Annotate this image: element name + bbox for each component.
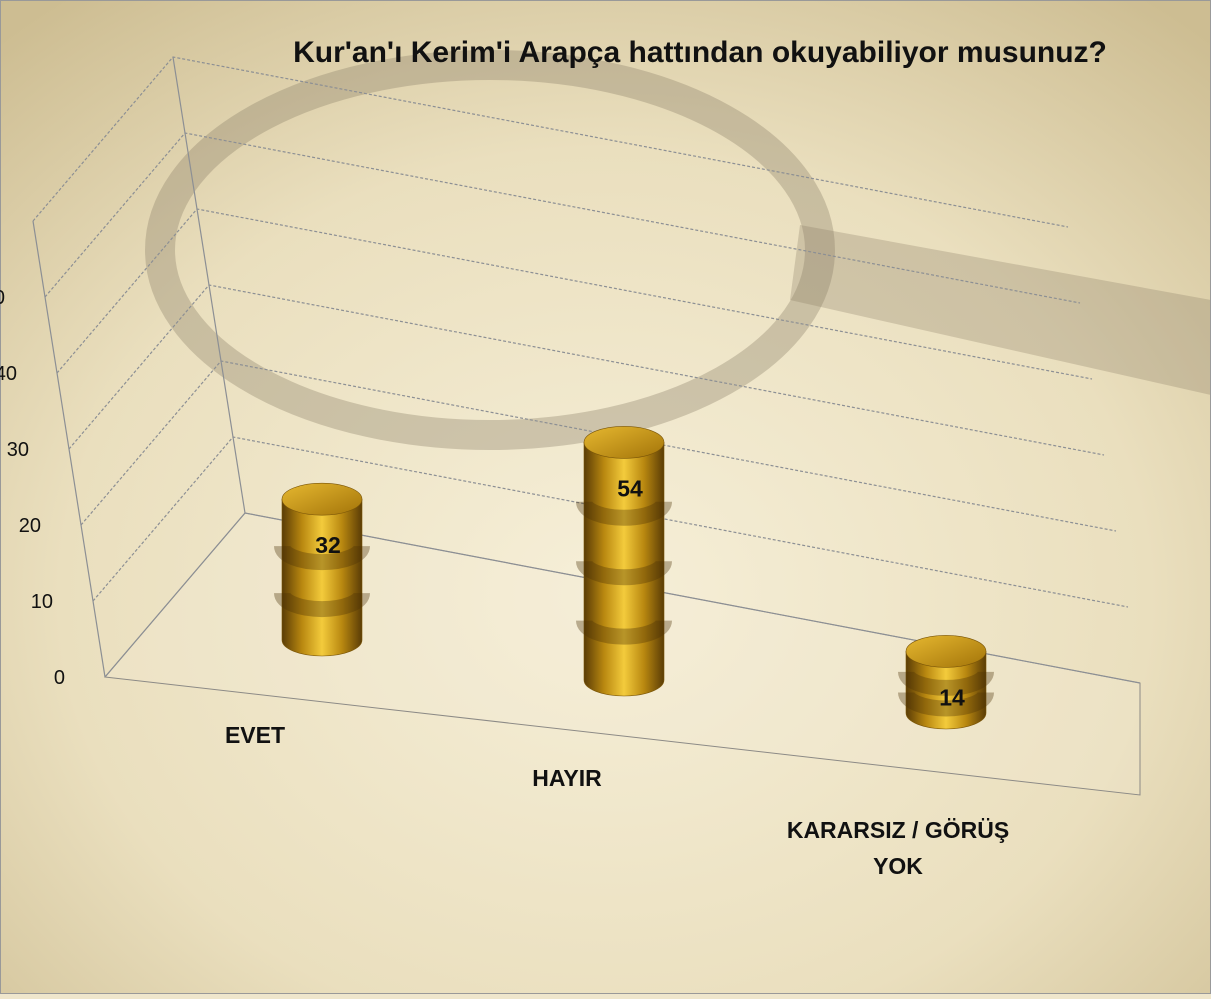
bar: 32 — [274, 482, 370, 657]
bar-body — [905, 651, 987, 730]
category-label: HAYIR — [532, 765, 602, 791]
y-tick-label: 50 — [0, 287, 5, 309]
y-tick-label: 10 — [31, 591, 53, 613]
y-tick-label: 0 — [54, 667, 65, 689]
bar-body — [281, 498, 363, 657]
y-tick-label: 30 — [7, 439, 29, 461]
bar-body — [583, 442, 665, 697]
chart-title: Kur'an'ı Kerim'i Arapça hattından okuyab… — [293, 36, 1107, 69]
bar-band — [576, 619, 672, 645]
bar-top — [281, 482, 363, 516]
y-tick-label: 40 — [0, 363, 17, 385]
bar-band — [274, 544, 370, 571]
data-label: 54 — [617, 475, 643, 501]
bar-top — [905, 635, 987, 668]
data-label: 14 — [939, 684, 965, 710]
bar-top — [583, 426, 665, 459]
bar-band — [898, 690, 994, 717]
bar: 54 — [576, 426, 672, 697]
data-label: 32 — [315, 532, 341, 558]
bar-band — [274, 591, 370, 618]
bar-band — [898, 670, 994, 696]
y-axis-line — [32, 220, 106, 678]
back-axis-line — [172, 56, 246, 514]
magnifier-handle — [790, 225, 1211, 395]
magnifier-ring — [145, 50, 835, 450]
category-label: KARARSIZ / GÖRÜŞ — [787, 817, 1009, 843]
y-tick-label: 20 — [19, 515, 41, 537]
bars-group: 32 54 14 — [274, 426, 994, 730]
bar-band — [576, 559, 672, 586]
bar: 14 — [898, 635, 994, 730]
category-label: EVET — [225, 722, 285, 748]
category-label: YOK — [873, 853, 923, 879]
bar-band — [576, 500, 672, 526]
